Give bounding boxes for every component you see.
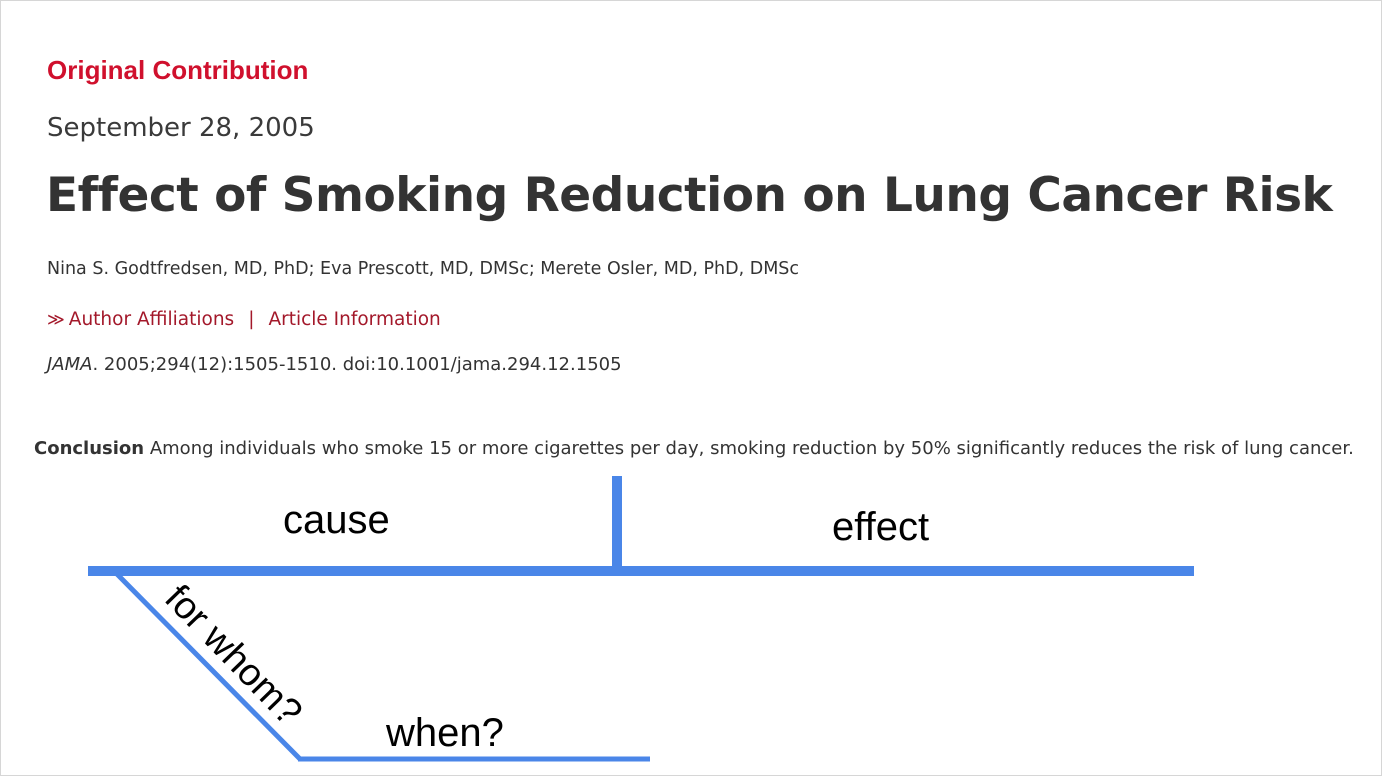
cause-label: cause: [283, 498, 390, 542]
chevron-right-icon: ≫: [47, 310, 65, 330]
article-title: Effect of Smoking Reduction on Lung Canc…: [46, 168, 1333, 223]
conclusion-paragraph: Conclusion Among individuals who smoke 1…: [34, 430, 1354, 467]
citation: JAMA. 2005;294(12):1505-1510. doi:10.100…: [47, 352, 622, 378]
modifier-slant-line: [112, 569, 302, 761]
when-label: when?: [385, 711, 504, 755]
citation-details: . 2005;294(12):1505-1510. doi:10.1001/ja…: [92, 354, 622, 375]
publication-date: September 28, 2005: [47, 113, 315, 143]
article-information-link[interactable]: Article Information: [268, 309, 441, 330]
author-affiliations-link[interactable]: Author Affiliations: [68, 309, 235, 330]
link-separator: |: [248, 309, 255, 330]
effect-label: effect: [832, 505, 929, 549]
author-list: Nina S. Godtfredsen, MD, PhD; Eva Presco…: [47, 259, 800, 279]
section-label: Original Contribution: [47, 55, 309, 85]
for-whom-label: for whom?: [157, 577, 310, 734]
journal-name: JAMA: [47, 354, 93, 375]
conclusion-label: Conclusion: [34, 438, 145, 459]
conclusion-text: Among individuals who smoke 15 or more c…: [144, 438, 1354, 459]
article-links: ≫ Author Affiliations | Article Information: [47, 307, 441, 333]
